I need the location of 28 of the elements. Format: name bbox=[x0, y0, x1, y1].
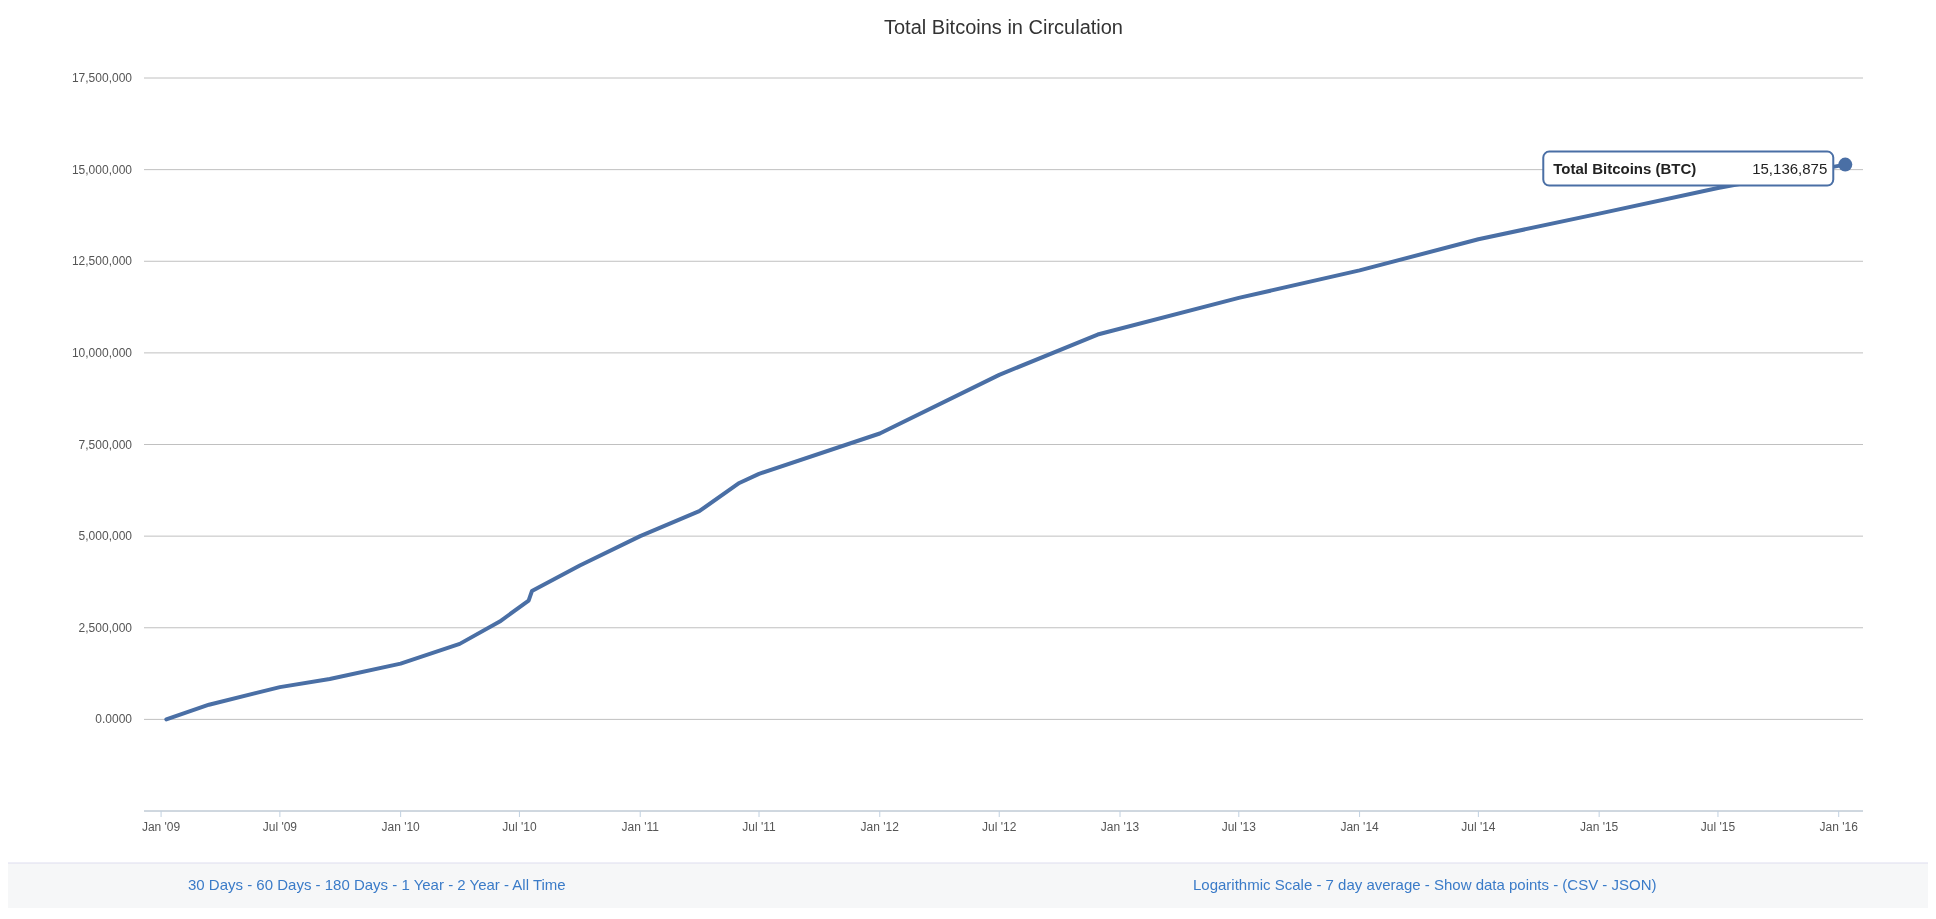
y-tick-label: 0.0000 bbox=[95, 712, 133, 727]
x-tick-label: Jul '09 bbox=[262, 820, 298, 834]
x-tick-label: Jul '14 bbox=[1461, 820, 1496, 834]
x-tick-label: Jan '11 bbox=[621, 820, 660, 834]
y-tick-label: 15,000,000 bbox=[71, 162, 133, 177]
x-tick-label: Jan '14 bbox=[1340, 820, 1380, 834]
x-tick-label: Jan '15 bbox=[1579, 820, 1619, 834]
text: Logarithmic Scale - 7 day average - Show data points - (CSV - JSON) bbox=[1193, 876, 1657, 893]
y-tick-label: 5,000,000 bbox=[78, 529, 133, 544]
y-tick-label: 10,000,000 bbox=[71, 345, 133, 360]
x-tick-label: Jan '13 bbox=[1100, 820, 1140, 834]
x-tick-label: Jan '16 bbox=[1819, 820, 1859, 834]
x-tick-label: Jan '10 bbox=[381, 820, 421, 834]
x-tick-label: Jul '10 bbox=[502, 820, 537, 834]
text: 30 Days - 60 Days - 180 Days - 1 Year - 2 Year - All Time bbox=[188, 876, 566, 893]
x-tick-label: Jul '12 bbox=[982, 820, 1017, 834]
series-label: Total Bitcoins (BTC) bbox=[1553, 159, 1697, 177]
y-tick-label: 17,500,000 bbox=[71, 71, 133, 85]
x-tick-label: Jan '12 bbox=[860, 820, 900, 834]
chart-title: Total Bitcoins in Circulation bbox=[884, 16, 1123, 38]
x-tick-label: Jul '15 bbox=[1700, 820, 1736, 834]
data-label: 15,136,875 bbox=[1752, 159, 1828, 177]
x-tick-label: Jan '09 bbox=[141, 820, 181, 834]
x-tick-label: Jul '13 bbox=[1221, 820, 1257, 834]
y-tick-label: 12,500,000 bbox=[71, 254, 133, 269]
y-tick-label: 7,500,000 bbox=[78, 437, 133, 452]
y-tick-label: 2,500,000 bbox=[78, 620, 133, 635]
x-tick-label: Jul '11 bbox=[742, 820, 777, 834]
